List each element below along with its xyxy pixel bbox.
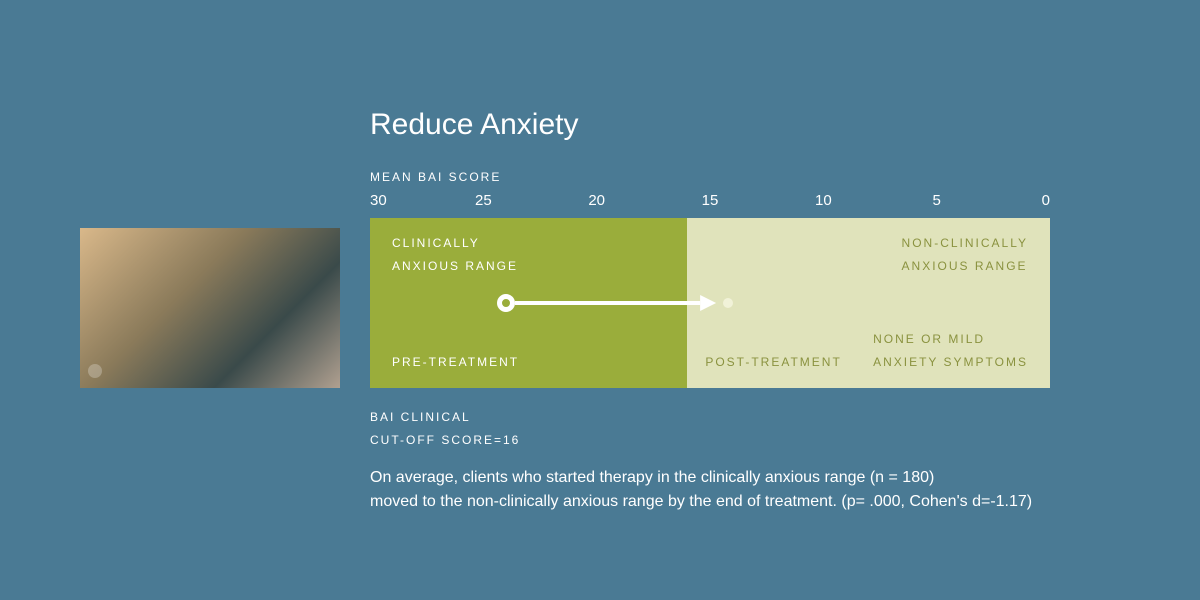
post-treatment-marker [723,298,733,308]
infographic-content: Reduce Anxiety MEAN BAI SCORE 30 25 20 15 10… [370,108,1090,515]
axis-ticks: 30 25 20 15 10 5 0 [370,192,1050,212]
description-line-2: moved to the non-clinically anxious rang… [370,490,1090,515]
footnote-line-1: BAI CLINICAL [370,406,1090,429]
axis-tick: 10 [815,192,832,209]
progress-arrow [370,218,1050,388]
axis-tick: 30 [370,192,387,209]
description-line-1: On average, clients who started therapy … [370,466,1090,491]
axis-tick: 0 [1042,192,1050,209]
bai-chart: CLINICALLYANXIOUS RANGE PRE-TREATMENT NO… [370,218,1050,388]
pre-treatment-marker [497,294,515,312]
summary-text: On average, clients who started therapy … [370,466,1090,516]
axis-tick: 25 [475,192,492,209]
axis-label: MEAN BAI SCORE [370,170,1090,184]
cutoff-footnote: BAI CLINICAL CUT-OFF SCORE=16 [370,406,1090,452]
page-title: Reduce Anxiety [370,108,1090,142]
footnote-line-2: CUT-OFF SCORE=16 [370,429,1090,452]
axis-tick: 20 [588,192,605,209]
side-photo [80,228,340,388]
axis-tick: 15 [702,192,719,209]
axis-tick: 5 [932,192,940,209]
